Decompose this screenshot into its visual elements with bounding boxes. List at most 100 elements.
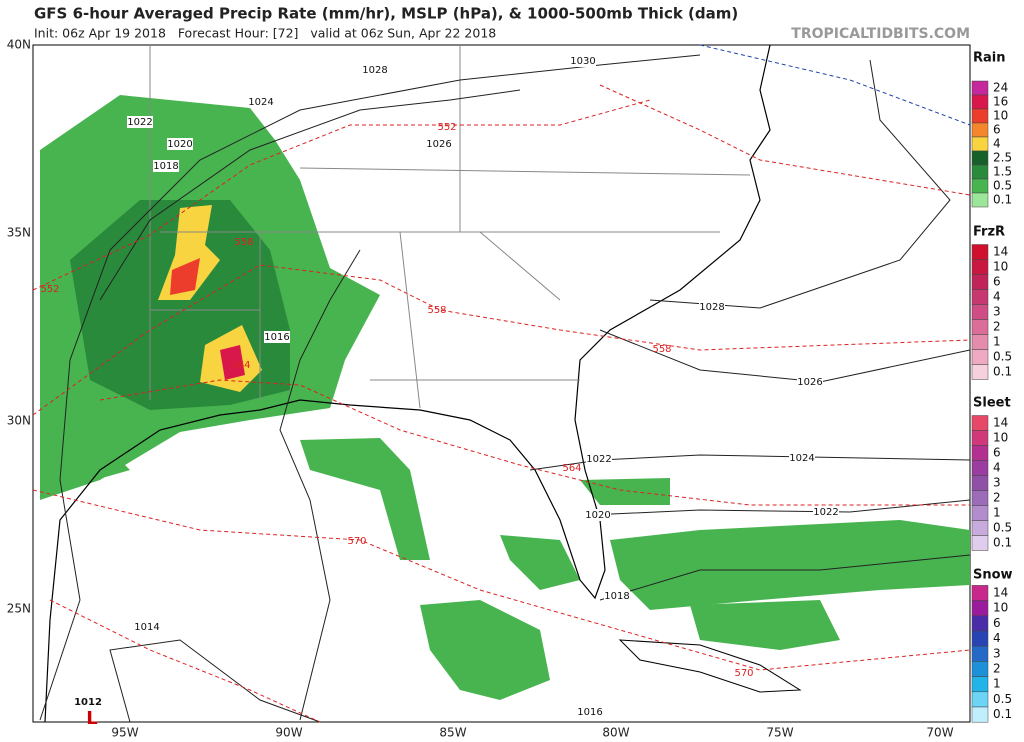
legend-swatch [971,535,989,551]
legend: Rain241610642.51.50.50.1FrzR1410643210.5… [971,51,1013,723]
legend-label: 1 [993,677,1001,691]
legend-label: 10 [993,601,1008,615]
state-borders [149,45,751,409]
precip-area [170,258,200,295]
isobar-label-bg [585,509,611,521]
precip-area [500,535,580,590]
legend-label: 0.5 [993,350,1012,364]
isobar-label-bg [426,138,452,150]
coastline [44,44,771,723]
latitude-label: 40N [7,38,31,52]
legend-swatch [971,178,989,194]
isobar-label: 1026 [426,139,451,150]
legend-label: 3 [993,646,1001,660]
precip-area [220,345,245,380]
legend-swatch [971,600,989,617]
legend-label: 24 [993,81,1008,95]
legend-label: 2 [993,491,1001,505]
isobar [649,59,951,309]
thickness-line [32,99,651,291]
map-labels: 40N 35N 30N 25N 95W 90W 85W 80W 75W 70W 1028 1030 10… [7,38,954,740]
legend-swatch [971,349,989,365]
legend-swatch [971,490,989,506]
isobar-label: 1020 [585,510,610,521]
legend-label: 0.1 [993,193,1012,207]
isobar-label: 1014 [134,622,159,633]
legend-swatch [971,615,989,632]
legend-label: 1 [993,506,1001,520]
legend-swatch [971,475,989,491]
legend-title: Rain [973,51,1006,66]
legend-label: 2 [993,662,1001,676]
thickness-line [599,84,971,196]
legend-label: 0.1 [993,365,1012,379]
isobar-label: 1024 [789,453,814,464]
thickness-label: 564 [231,360,250,371]
legend-label: 0.1 [993,536,1012,550]
legend-swatch [971,415,989,431]
precip-area [420,600,550,700]
longitude-label: 95W [111,726,138,740]
thickness-label: 570 [734,668,753,679]
precip-area [690,600,840,650]
legend-swatch [971,164,989,180]
isobar-label-bg [153,160,179,172]
legend-swatch [971,319,989,335]
isobar-label: 1022 [813,507,838,518]
isobar [109,639,321,723]
isobar [599,554,971,601]
legend-swatch [971,136,989,152]
legend-label: 6 [993,446,1001,460]
low-pressure-symbol: L [86,708,97,729]
isobar-label: 1028 [699,302,724,313]
legend-swatch [971,244,989,260]
legend-swatch [971,364,989,380]
legend-swatch [971,122,989,138]
isobar-label-bg [127,116,153,128]
thickness-line [32,489,971,671]
thickness-label: 564 [562,463,581,474]
isobar-label-bg [813,506,839,518]
isobar-label-bg [362,64,388,76]
isobar-label: 1018 [604,591,629,602]
legend-swatch [971,334,989,350]
legend-label: 4 [993,461,1001,475]
legend-label: 14 [993,416,1008,430]
thickness-line [699,44,971,126]
isobar-label-bg [167,138,193,150]
isobar-label: 1030 [570,56,595,67]
legend-swatch [971,80,989,96]
thickness-label: 558 [652,344,671,355]
isobar [599,329,971,383]
isobar-label: 1024 [248,97,273,108]
isobar-label: 1026 [797,377,822,388]
legend-label: 3 [993,476,1001,490]
legend-swatch [971,645,989,662]
isobar [589,499,971,516]
coastline [618,639,802,693]
legend-label: 6 [993,123,1001,137]
thickness-label: 552 [40,284,59,295]
legend-label: 4 [993,631,1001,645]
isobar-label-bg [789,452,815,464]
legend-label: 0.5 [993,692,1012,706]
legend-swatch [971,274,989,290]
legend-swatch [971,505,989,521]
legend-label: 14 [993,586,1008,600]
longitude-label: 90W [275,726,302,740]
isobar-label: 1022 [586,454,611,465]
isobar-label-bg [248,96,274,108]
longitude-label: 80W [602,726,629,740]
legend-label: 0.1 [993,707,1012,721]
legend-swatch [971,445,989,461]
isobar [279,249,361,721]
isobar-label-bg [797,376,823,388]
legend-swatch [971,676,989,693]
legend-swatch [971,520,989,536]
legend-title: Snow [973,568,1013,583]
precip-area [580,478,670,505]
legend-swatch [971,289,989,305]
legend-label: 10 [993,431,1008,445]
legend-label: 1.5 [993,165,1012,179]
